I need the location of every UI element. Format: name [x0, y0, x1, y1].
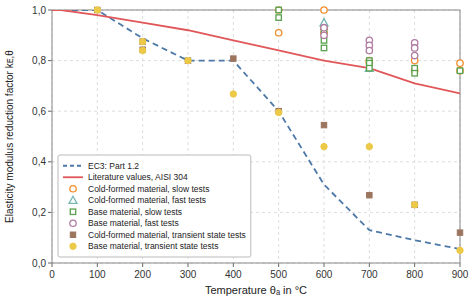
- data-point: [276, 15, 281, 20]
- series-line: [52, 10, 460, 249]
- data-point: [185, 58, 190, 63]
- data-point: [367, 192, 372, 197]
- tick-label: 0,6: [32, 106, 46, 117]
- tick: [97, 263, 98, 267]
- tick-label: 1,0: [32, 5, 46, 16]
- data-point: [321, 45, 326, 50]
- tick-label: 400: [225, 269, 242, 280]
- data-point: [321, 25, 327, 31]
- grid-line: [52, 60, 460, 61]
- tick: [233, 263, 234, 267]
- data-point: [367, 65, 372, 70]
- data-point: [457, 230, 462, 235]
- data-point: [412, 202, 417, 207]
- tick-label: 600: [316, 269, 333, 280]
- axes: 0 100 200 300 400 500 600 700 800 900 0,0 0,2 0,4 0,6…: [32, 5, 469, 281]
- data-point: [275, 109, 281, 115]
- tick: [48, 60, 52, 61]
- grid-line: [278, 10, 279, 263]
- chart: 0 100 200 300 400 500 600 700 800 900 0,0 0,2 0,4 0,6…: [0, 0, 474, 299]
- data-point: [457, 247, 463, 253]
- grid: [52, 10, 460, 263]
- tick: [48, 10, 52, 11]
- legend-label: Base material, slow tests: [88, 207, 182, 217]
- data-point: [321, 143, 327, 149]
- legend-label: Cold-formed material, transient state te…: [88, 230, 246, 240]
- plot-area: [52, 10, 460, 263]
- legend-swatch: [70, 186, 76, 192]
- tick: [460, 263, 461, 267]
- tick-label: 800: [406, 269, 423, 280]
- legend-label: Base material, transient state tests: [88, 241, 218, 251]
- tick-label: 0,0: [32, 258, 46, 269]
- tick: [52, 263, 53, 267]
- legend-label: Cold-formed material, slow tests: [88, 184, 209, 194]
- tick: [188, 263, 189, 267]
- data-point: [457, 68, 462, 73]
- tick-label: 500: [270, 269, 287, 280]
- data-point: [230, 91, 236, 97]
- legend-box: [58, 155, 251, 257]
- legend: EC3: Part 1.2Literature values, AISI 304…: [58, 155, 251, 257]
- data-point: [366, 143, 372, 149]
- legend-label: EC3: Part 1.2: [88, 161, 139, 171]
- tick-label: 0,4: [32, 156, 46, 167]
- legend-swatch: [70, 220, 76, 226]
- tick: [142, 263, 143, 267]
- tick-label: 200: [134, 269, 151, 280]
- data-point: [321, 25, 327, 31]
- data-point: [412, 71, 417, 76]
- data-point: [231, 56, 236, 61]
- tick-label: 900: [452, 269, 469, 280]
- data-point: [321, 7, 327, 13]
- data-point: [275, 30, 281, 36]
- data-point: [411, 45, 417, 51]
- tick: [48, 161, 52, 162]
- legend-label: Cold-formed material, fast tests: [88, 195, 206, 205]
- data-point: [139, 38, 145, 44]
- legend-label: Literature values, AISI 304: [88, 172, 188, 182]
- tick-label: 300: [180, 269, 197, 280]
- tick-label: 100: [89, 269, 106, 280]
- data-point: [275, 7, 281, 13]
- tick: [48, 212, 52, 213]
- data-point: [321, 32, 327, 38]
- tick-label: 700: [361, 269, 378, 280]
- data-point: [457, 60, 463, 66]
- plot-frame: [52, 10, 460, 263]
- data-point: [366, 47, 372, 53]
- legend-swatch: [70, 209, 75, 214]
- data-point: [95, 7, 100, 12]
- data-point: [411, 52, 417, 58]
- tick: [48, 111, 52, 112]
- data-point: [321, 122, 326, 127]
- data-point: [365, 64, 373, 71]
- tick-label: 0,2: [32, 207, 46, 218]
- data-point: [139, 47, 145, 53]
- legend-swatch: [70, 243, 76, 249]
- grid-line: [52, 111, 460, 112]
- x-axis-label: Temperature θₐ in °C: [205, 284, 307, 296]
- lines: [52, 10, 460, 249]
- data-point: [140, 39, 145, 44]
- data-point: [276, 7, 281, 12]
- tick: [278, 263, 279, 267]
- data-point: [457, 68, 463, 74]
- tick: [48, 263, 52, 264]
- legend-swatch: [63, 176, 83, 178]
- y-axis-label: Elasticity modulus reduction factor kᴇ,θ: [4, 50, 15, 223]
- tick-label: 0: [49, 269, 55, 280]
- legend-swatch: [70, 232, 75, 237]
- tick: [369, 263, 370, 267]
- legend-swatch: [69, 196, 77, 203]
- data-point: [94, 7, 100, 13]
- legend-label: Base material, fast tests: [88, 218, 179, 228]
- data-point: [411, 202, 417, 208]
- tick-label: 0,8: [32, 55, 46, 66]
- data-point: [185, 57, 191, 63]
- legend-swatch: [63, 165, 83, 167]
- series-line: [52, 10, 460, 93]
- tick: [324, 263, 325, 267]
- tick: [414, 263, 415, 267]
